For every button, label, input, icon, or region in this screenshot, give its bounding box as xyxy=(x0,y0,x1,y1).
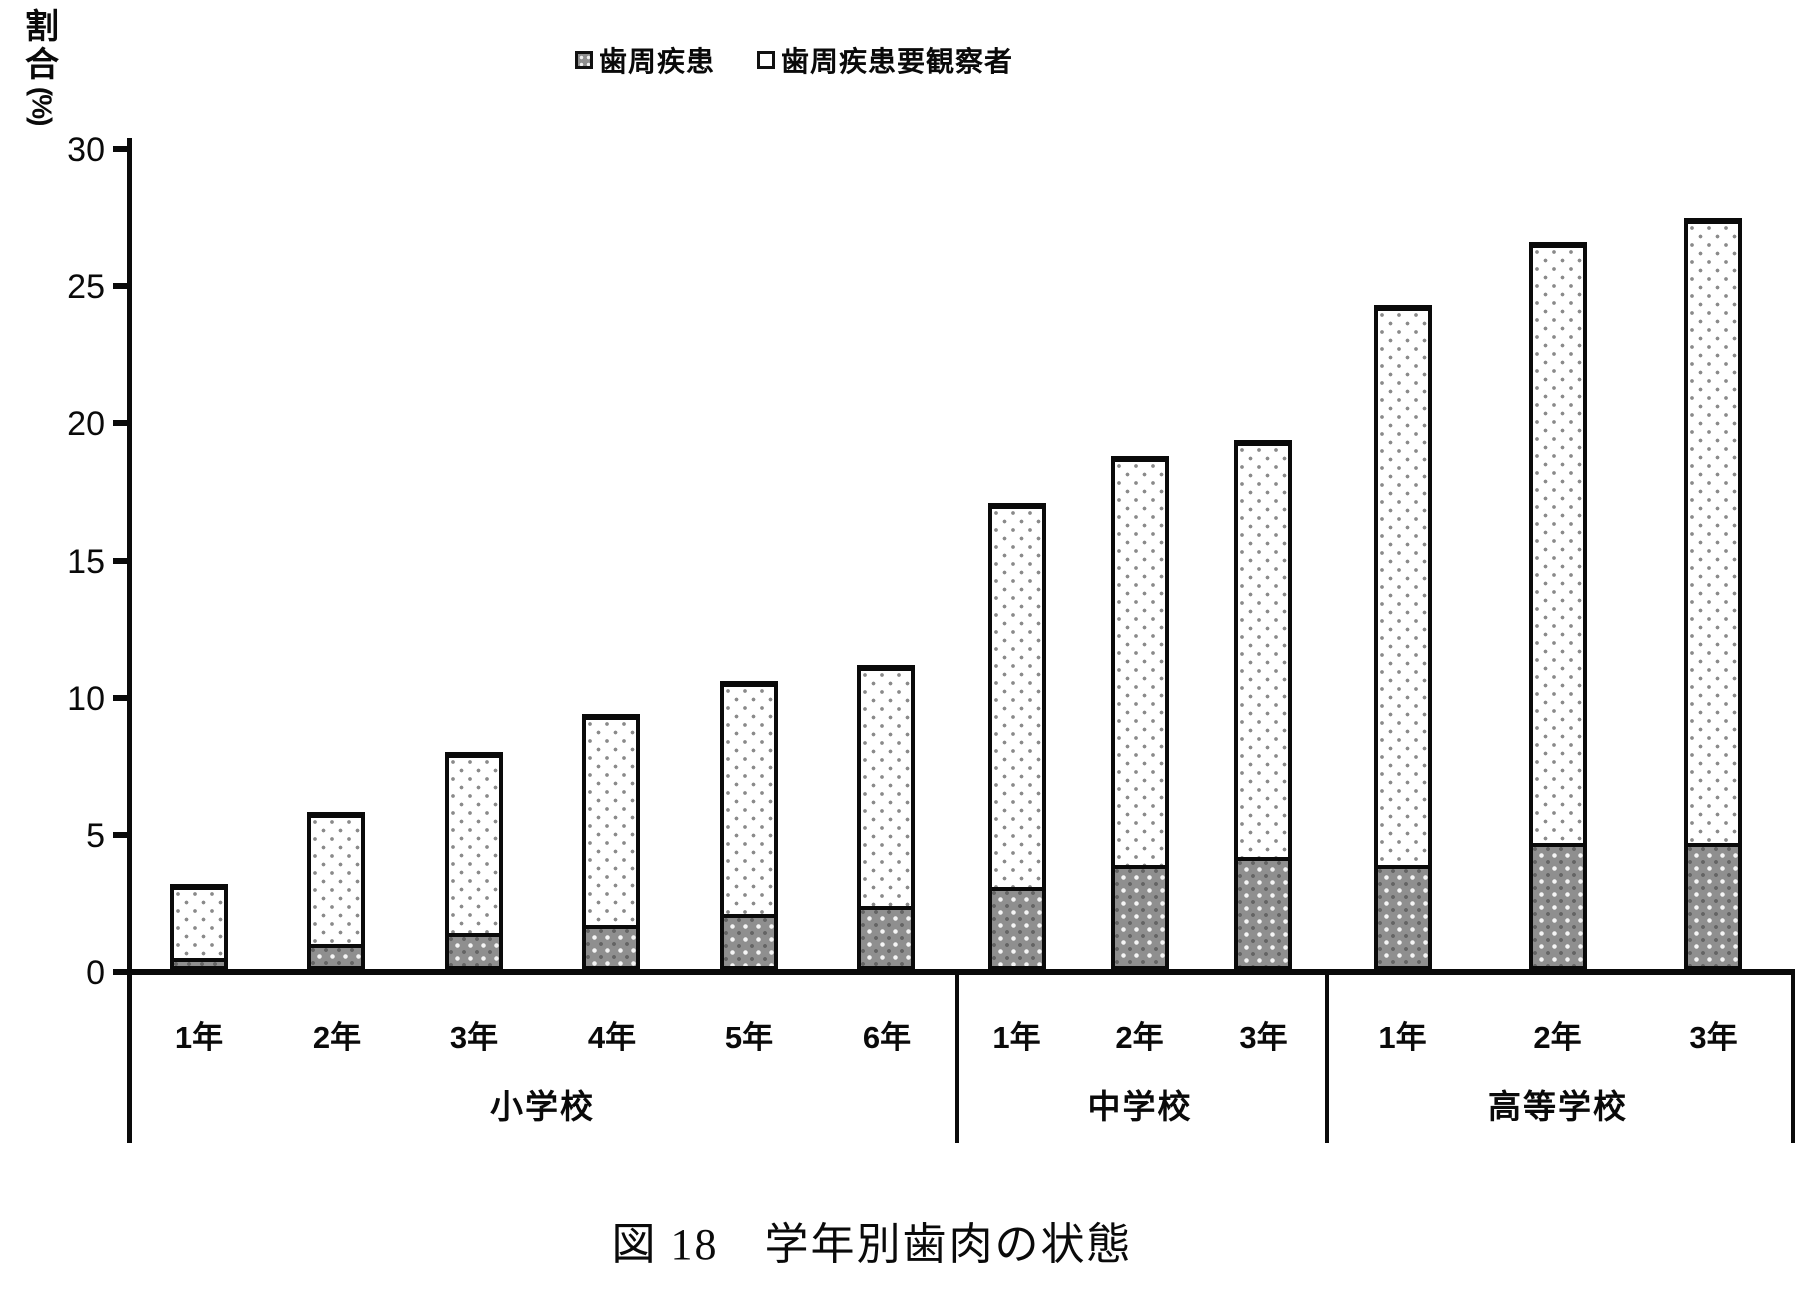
x-year-label: 5年 xyxy=(724,1020,774,1055)
x-year-label: 2年 xyxy=(1115,1020,1164,1055)
y-tick-mark xyxy=(113,283,127,290)
segment-observation-needed xyxy=(1374,305,1432,865)
x-year-label: 2年 xyxy=(1533,1020,1582,1055)
x-group-label: 高等学校 xyxy=(1488,1088,1628,1125)
x-year-label: 3年 xyxy=(1239,1020,1288,1055)
segment-periodontal-disease xyxy=(1529,843,1587,969)
y-tick-mark xyxy=(113,831,127,838)
filled-square-icon xyxy=(575,51,593,69)
segment-observation-needed xyxy=(1529,242,1587,843)
y-tick-label: 0 xyxy=(86,954,105,992)
segment-periodontal-disease xyxy=(1684,843,1742,969)
legend-label: 歯周疾患 xyxy=(599,46,716,77)
x-year-label: 1年 xyxy=(174,1020,224,1055)
legend-label: 歯周疾患要観察者 xyxy=(781,46,1014,77)
y-tick-label: 10 xyxy=(67,679,105,718)
legend-item: 歯周疾患 xyxy=(575,40,715,80)
stacked-bar xyxy=(720,681,778,969)
segment-periodontal-disease xyxy=(1234,857,1292,969)
segment-periodontal-disease xyxy=(857,906,915,969)
open-square-icon xyxy=(757,51,776,69)
x-year-label: 4年 xyxy=(587,1020,637,1055)
y-axis-title: 割合 (%) xyxy=(25,8,59,125)
y-axis-line xyxy=(127,138,132,1143)
stacked-bar xyxy=(170,884,228,969)
y-tick-label: 15 xyxy=(67,542,105,581)
segment-periodontal-disease xyxy=(582,925,640,969)
group-separator-line xyxy=(1325,969,1329,1143)
group-separator-line xyxy=(955,969,959,1143)
y-tick-label: 20 xyxy=(67,405,105,444)
segment-periodontal-disease xyxy=(1374,865,1432,969)
figure-caption: 図 18 学年別歯肉の状態 xyxy=(611,1220,1133,1269)
segment-observation-needed xyxy=(1684,218,1742,843)
stacked-bar xyxy=(445,752,503,969)
segment-periodontal-disease xyxy=(170,958,228,969)
segment-observation-needed xyxy=(857,665,915,906)
stacked-bar xyxy=(857,665,915,969)
segment-periodontal-disease xyxy=(307,944,365,969)
y-tick-label: 5 xyxy=(86,816,105,855)
y-tick-mark xyxy=(113,557,127,564)
legend: 歯周疾患 歯周疾患要観察者 xyxy=(575,40,1013,80)
x-year-label: 3年 xyxy=(1689,1020,1738,1055)
segment-periodontal-disease xyxy=(720,914,778,969)
stacked-bar xyxy=(1684,218,1742,969)
y-tick-mark xyxy=(113,969,127,975)
x-year-label: 1年 xyxy=(992,1020,1041,1055)
y-tick-mark xyxy=(113,420,127,427)
segment-observation-needed xyxy=(1234,440,1292,857)
segment-periodontal-disease xyxy=(1111,865,1169,969)
segment-observation-needed xyxy=(582,714,640,925)
x-year-label: 6年 xyxy=(862,1020,912,1055)
axis-right-border-line xyxy=(1791,969,1795,1143)
y-tick-label: 25 xyxy=(67,268,105,307)
segment-observation-needed xyxy=(988,503,1046,887)
stacked-bar xyxy=(1111,456,1169,969)
segment-observation-needed xyxy=(445,752,503,933)
y-tick-mark xyxy=(113,694,127,701)
stacked-bar xyxy=(1529,242,1587,969)
x-year-label: 2年 xyxy=(312,1020,362,1055)
y-tick-label: 30 xyxy=(67,131,105,169)
stacked-bar xyxy=(988,503,1046,969)
segment-observation-needed xyxy=(1111,456,1169,865)
segment-observation-needed xyxy=(307,812,365,944)
segment-periodontal-disease xyxy=(988,887,1046,969)
segment-observation-needed xyxy=(170,884,228,958)
y-tick-mark xyxy=(113,146,127,152)
stacked-bar xyxy=(307,812,365,969)
stacked-bar xyxy=(1374,305,1432,969)
x-group-label: 中学校 xyxy=(1087,1088,1193,1125)
x-axis-line xyxy=(127,969,1795,975)
x-group-label: 小学校 xyxy=(490,1088,595,1125)
x-year-label: 1年 xyxy=(1378,1020,1427,1055)
stacked-bar xyxy=(1234,440,1292,969)
segment-observation-needed xyxy=(720,681,778,914)
x-year-label: 3年 xyxy=(449,1020,499,1055)
legend-item: 歯周疾患要観察者 xyxy=(757,40,1013,80)
segment-periodontal-disease xyxy=(445,933,503,969)
stacked-bar xyxy=(582,714,640,969)
